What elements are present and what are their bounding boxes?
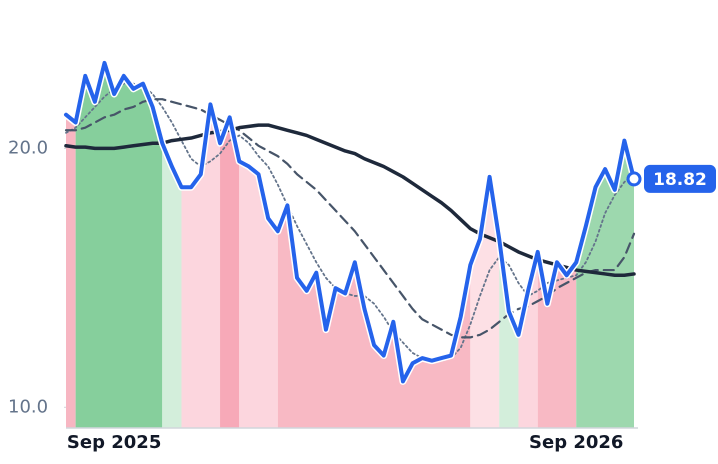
x-tick-label: Sep 2025 bbox=[67, 432, 161, 453]
regime-band bbox=[66, 114, 76, 429]
regime-band bbox=[518, 251, 538, 428]
y-tick-label: 20.0 bbox=[8, 137, 48, 158]
regime-band bbox=[75, 62, 163, 429]
regime-band bbox=[537, 251, 577, 428]
series-line bbox=[64, 98, 636, 339]
regime-band bbox=[220, 117, 240, 429]
last-point bbox=[626, 171, 642, 187]
series-line bbox=[65, 82, 635, 362]
regime-band bbox=[181, 104, 221, 428]
regime-band bbox=[162, 143, 182, 428]
series-line bbox=[64, 60, 636, 384]
regime-band bbox=[576, 140, 634, 428]
x-tick-label: Sep 2026 bbox=[529, 432, 623, 453]
regime-band bbox=[239, 161, 278, 428]
value-badge bbox=[644, 164, 716, 193]
value-badge-label: 18.82 bbox=[653, 170, 707, 190]
regime-band bbox=[277, 205, 471, 428]
y-tick-label: 10.0 bbox=[8, 396, 48, 417]
